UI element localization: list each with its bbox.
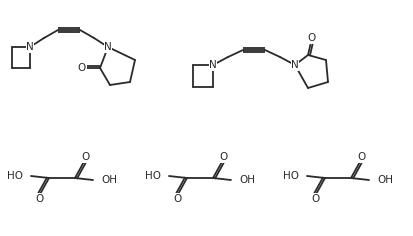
Text: N: N bbox=[209, 60, 217, 70]
Text: O: O bbox=[81, 152, 89, 162]
Text: HO: HO bbox=[145, 171, 161, 181]
Text: N: N bbox=[26, 42, 34, 52]
Text: O: O bbox=[78, 63, 86, 73]
Text: OH: OH bbox=[377, 175, 393, 185]
Text: OH: OH bbox=[239, 175, 255, 185]
Text: HO: HO bbox=[283, 171, 299, 181]
Text: O: O bbox=[219, 152, 227, 162]
Text: N: N bbox=[104, 42, 112, 52]
Text: O: O bbox=[35, 194, 43, 204]
Text: N: N bbox=[291, 60, 299, 70]
Text: O: O bbox=[308, 33, 316, 43]
Text: O: O bbox=[173, 194, 181, 204]
Text: HO: HO bbox=[7, 171, 23, 181]
Text: O: O bbox=[311, 194, 319, 204]
Text: O: O bbox=[357, 152, 365, 162]
Text: OH: OH bbox=[101, 175, 117, 185]
